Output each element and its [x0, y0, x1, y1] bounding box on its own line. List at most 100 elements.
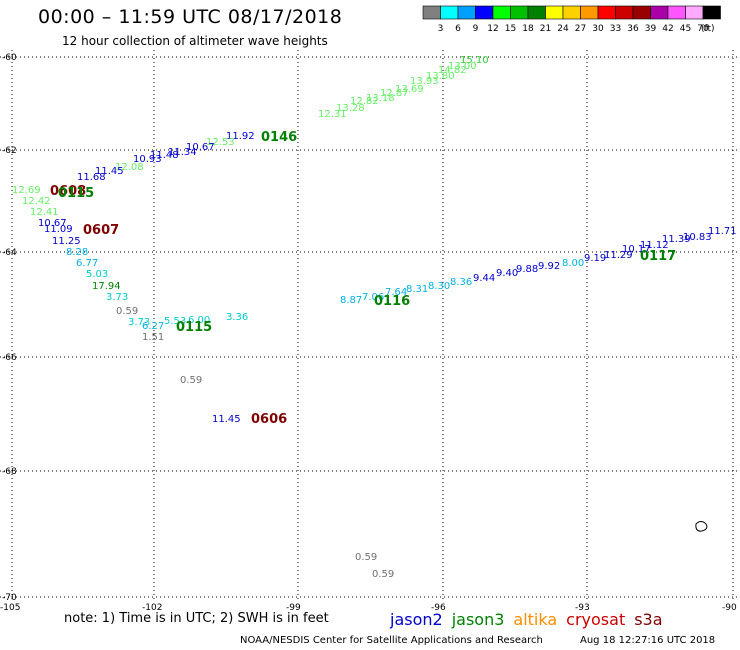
wave-height-value: 8.31: [406, 284, 428, 295]
legend-s3a: s3a: [634, 610, 663, 629]
lon-label: -96: [431, 603, 446, 613]
wave-height-value: 11.09: [44, 224, 73, 235]
colorbar-swatch: [492, 5, 511, 20]
wave-height-value: 13.93: [410, 76, 439, 87]
wave-height-value: 12.53: [206, 137, 235, 148]
colorbar-swatch: [650, 5, 669, 20]
colorbar-swatch: [667, 5, 686, 20]
wave-height-value: 8.28: [66, 247, 88, 258]
lat-lon-grid: [0, 50, 740, 600]
wave-height-value: 10.17: [622, 244, 651, 255]
lon-label: -93: [575, 603, 590, 613]
credit-line: NOAA/NESDIS Center for Satellite Applica…: [240, 635, 543, 646]
colorbar-swatch: [475, 5, 494, 20]
colorbar-swatch: [510, 5, 529, 20]
wave-height-value: 10.93: [133, 154, 162, 165]
pass-time-label: 0606: [251, 412, 287, 427]
colorbar-swatch: [545, 5, 564, 20]
wave-height-value: 6.00: [188, 315, 210, 326]
island-outline: [695, 521, 708, 532]
wave-height-value: 3.73: [106, 292, 128, 303]
wave-height-value: 11.48: [150, 150, 179, 161]
wave-height-value: 0.59: [372, 569, 394, 580]
wave-height-value: 13.18: [366, 93, 395, 104]
wave-height-value: 15.10: [460, 55, 489, 66]
wave-height-value: 11.29: [604, 250, 633, 261]
colorbar-labels: 3 6 9 12 15 18 21 24 27 30 33 36 39 42 45 70(ft): [438, 24, 715, 34]
pass-time-label: 0116: [374, 294, 410, 309]
colorbar-swatch: [457, 5, 476, 20]
wave-height-value: 14.82: [438, 65, 467, 76]
wave-height-value: 5.53: [164, 316, 186, 327]
wave-height-value: 8.30: [428, 281, 450, 292]
wave-height-value: 17.94: [92, 281, 121, 292]
wave-height-value: 5.03: [86, 269, 108, 280]
wave-height-value: 11.92: [226, 131, 255, 142]
colorbar-tick-label: 15: [505, 24, 516, 34]
colorbar-swatch: [580, 5, 599, 20]
colorbar-swatch: [422, 5, 441, 20]
wave-height-value: 12.82: [350, 96, 379, 107]
pass-time-label: 0607: [83, 223, 119, 238]
page-title: 00:00 – 11:59 UTC 08/17/2018: [38, 6, 343, 28]
wave-height-value: 13.69: [395, 84, 424, 95]
wave-height-value: 13.00: [448, 61, 477, 72]
wave-height-value: 3.36: [226, 312, 248, 323]
wave-height-value: 12.69: [12, 185, 41, 196]
colorbar-tick-label: 42: [662, 24, 673, 34]
wave-height-value: 0.59: [355, 552, 377, 563]
colorbar-swatch: [615, 5, 634, 20]
wave-height-value: 3.73: [128, 317, 150, 328]
wave-height-value: 12.08: [115, 162, 144, 173]
wave-height-value: 8.00: [562, 258, 584, 269]
axis-labels: -60 -62 -64 -66 -68 -70-105 -102 -99 -96 -93 -90: [0, 53, 737, 613]
wave-height-value: 11.34: [168, 147, 197, 158]
colorbar-swatch: [440, 5, 459, 20]
lon-label: -90: [722, 603, 737, 613]
wave-height-value: 12.42: [22, 196, 51, 207]
colorbar-tick-label: 21: [540, 24, 551, 34]
generated-timestamp: Aug 18 12:27:16 UTC 2018: [580, 635, 716, 646]
wave-height-value: 9.19: [584, 253, 606, 264]
pass-time-label: 0146: [261, 130, 297, 145]
pass-time-label: 0115: [58, 186, 94, 201]
wave-height-value: 6.77: [76, 258, 98, 269]
legend-altika: altika: [513, 610, 558, 629]
wave-height-value: 12.41: [30, 207, 59, 218]
wave-height-value: 9.88: [516, 264, 538, 275]
lat-label: -64: [2, 248, 17, 258]
lon-label: -99: [286, 603, 301, 613]
wave-height-value: 9.40: [496, 268, 518, 279]
wave-height-value: 11.12: [640, 240, 669, 251]
wave-height-colorbar: 3 6 9 12 15 18 21 24 27 30 33 36 39 42 45 70(ft): [422, 5, 721, 34]
colorbar-tick-label: 45: [680, 24, 691, 34]
colorbar-tick-label: 18: [522, 24, 534, 34]
colorbar-swatch: [562, 5, 581, 20]
colorbar-unit: (ft): [701, 24, 715, 34]
wave-height-value: 7.64: [385, 287, 407, 298]
colorbar-swatch: [597, 5, 616, 20]
wave-height-value: 13.80: [426, 71, 455, 82]
colorbar-tick-label: 6: [455, 24, 461, 34]
footer-note: note: 1) Time is in UTC; 2) SWH is in fe…: [64, 611, 329, 626]
wave-height-value: 9.44: [473, 273, 495, 284]
wave-height-value: 9.92: [538, 261, 560, 272]
lat-label: -70: [2, 593, 17, 603]
colorbar-tick-label: 30: [592, 24, 604, 34]
colorbar-tick-label: 33: [610, 24, 621, 34]
pass-time-label: 0115: [176, 320, 212, 335]
wave-height-value: 1.51: [142, 332, 164, 343]
observation-labels: 15.1013.0014.8213.8013.9313.6912.8713.18…: [12, 55, 737, 580]
wave-height-value: 10.83: [683, 232, 712, 243]
legend-jason3: jason3: [451, 610, 505, 629]
colorbar-tick-label: 3: [438, 24, 444, 34]
colorbar-swatch: [527, 5, 546, 20]
wave-height-value: 0.59: [180, 375, 202, 386]
colorbar-tick-label: 36: [627, 24, 639, 34]
lat-label: -62: [2, 146, 17, 156]
wave-height-value: 11.45: [212, 414, 241, 425]
legend-cryosat: cryosat: [566, 610, 626, 629]
page-subtitle: 12 hour collection of altimeter wave hei…: [62, 34, 328, 48]
